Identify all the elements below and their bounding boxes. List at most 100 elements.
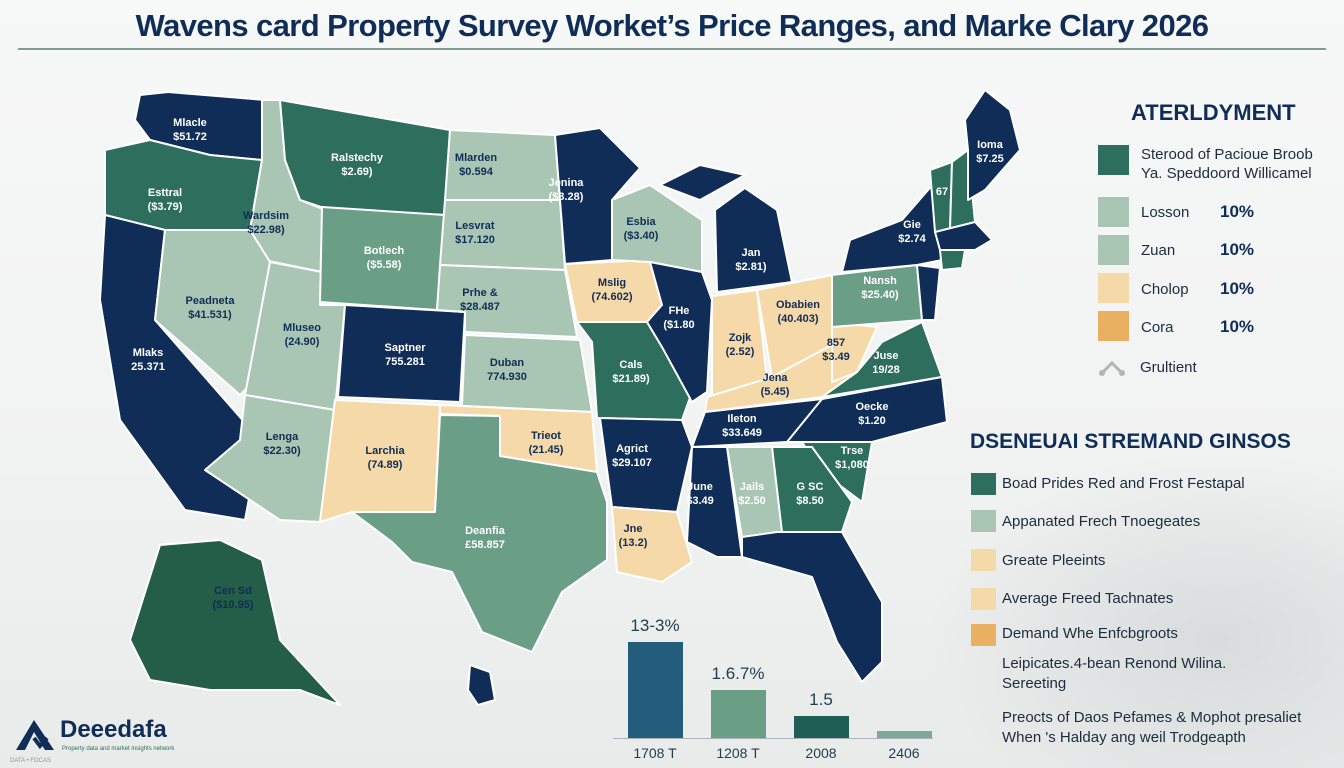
state-name: Trse	[840, 445, 864, 457]
state-name: FHe	[668, 305, 690, 317]
gradient-label: Grultient	[1140, 359, 1197, 376]
state-value: (40.403)	[777, 313, 819, 325]
state-value: $22.98)	[247, 224, 285, 236]
section-swatch	[971, 549, 996, 571]
state-il[interactable]	[646, 261, 713, 403]
state-value: (13.2)	[618, 537, 648, 549]
state-value: $3.49	[822, 351, 850, 363]
state-name: Mlaks	[132, 347, 164, 359]
state-ne[interactable]	[436, 264, 578, 338]
state-value: ($1.80	[663, 319, 695, 331]
label-ne: Prhe & $28.487	[460, 286, 500, 314]
state-value: (24.90)	[284, 336, 320, 348]
state-tn[interactable]	[691, 398, 823, 448]
state-tx[interactable]	[351, 414, 608, 653]
state-value: $33.649	[722, 427, 762, 439]
state-value: $2.74	[898, 233, 926, 245]
bar-data-label: 13-3%	[630, 616, 680, 635]
page-title: Wavens card Property Survey Worket’s Pri…	[135, 8, 1209, 43]
state-name: Peadneta	[185, 295, 235, 307]
section-swatch	[971, 510, 996, 532]
state-mi-up[interactable]	[659, 164, 746, 201]
bar	[793, 716, 849, 738]
legend-pct: 10%	[1220, 317, 1255, 336]
state-name: Prhe &	[462, 287, 498, 299]
state-ny[interactable]	[841, 181, 943, 273]
state-ma[interactable]	[934, 221, 993, 251]
state-value: $2.81)	[735, 261, 767, 273]
legend-swatch	[1098, 311, 1129, 341]
label-az: Lenga $22.30)	[263, 430, 300, 458]
legend-pct: 10%	[1220, 240, 1255, 259]
legend-swatch	[1098, 235, 1129, 265]
section-title: DSENEUAI STREMAND GINSOS	[970, 430, 1291, 453]
section-item: Greate Pleeints	[1002, 552, 1106, 569]
state-name: Cals	[619, 359, 643, 371]
label-il: FHe ($1.80	[663, 304, 694, 332]
state-name: Oecke	[855, 401, 889, 413]
label-mt: Ralstechy $2.69)	[331, 151, 383, 179]
state-ks[interactable]	[461, 334, 593, 413]
state-nj[interactable]	[916, 264, 941, 321]
label-mo: Cals $21.89)	[612, 358, 649, 386]
state-value: ($3.40)	[623, 230, 659, 242]
label-pa: Nansh $25.40)	[861, 274, 898, 302]
state-name: Esttral	[147, 187, 183, 199]
state-name: Jena	[762, 372, 788, 384]
bar-data-label: 1.6.7%	[711, 663, 765, 683]
state-name: Lenga	[265, 431, 299, 443]
state-value: 25.371	[131, 361, 165, 373]
state-value: $1,080	[835, 459, 869, 471]
state-value: $17.120	[455, 234, 495, 246]
state-name: Mluseo	[283, 322, 321, 334]
logo-subtitle: DATA • FOCAS	[10, 758, 51, 764]
state-value: (74.89)	[367, 459, 403, 471]
state-value: ($10.95)	[212, 599, 254, 611]
label-ky: Jena (5.45)	[761, 371, 790, 399]
state-name: Larchia	[365, 445, 405, 457]
state-la[interactable]	[611, 506, 693, 583]
state-value: $28.487	[460, 301, 500, 313]
state-value: (2.52)	[725, 346, 755, 358]
state-ar[interactable]	[599, 417, 693, 513]
label-ga: G SC $8.50	[796, 480, 824, 508]
bar-category-label: 1208 T	[716, 745, 760, 761]
state-value: $8.50	[796, 495, 824, 507]
state-ms[interactable]	[686, 446, 743, 558]
section-item: Demand Whe Enfcbgroots	[1002, 625, 1178, 642]
legend-label: Sterood of Pacioue Broob Ya. Speddoord W…	[1141, 146, 1313, 182]
state-co[interactable]	[337, 304, 466, 403]
state-hi[interactable]	[467, 664, 496, 706]
label-ia: Mslig (74.602)	[592, 276, 633, 304]
state-name: Deanfia	[465, 525, 505, 537]
state-ct[interactable]	[939, 249, 966, 271]
label-mi: Jan $2.81)	[735, 246, 766, 274]
state-mi[interactable]	[714, 187, 793, 293]
state-ak[interactable]	[129, 539, 341, 706]
state-value: 774.930	[487, 371, 527, 383]
legend-swatch	[1098, 197, 1129, 227]
state-name: Cen Sd	[214, 585, 252, 597]
section-swatch	[971, 588, 996, 610]
state-fl[interactable]	[741, 531, 883, 683]
label-wa: Mlacle $51.72	[173, 116, 207, 144]
label-ca: Mlaks 25.371	[131, 346, 165, 374]
legend-swatch	[1098, 145, 1129, 175]
state-value: 19/28	[872, 364, 900, 376]
state-value: ($5.58)	[366, 259, 402, 271]
state-name: June	[687, 481, 713, 493]
state-name: Obabien	[775, 299, 821, 311]
state-name: Juse	[873, 350, 899, 362]
legend-label: Cora	[1141, 319, 1174, 336]
section-note: Preocts of Daos Pefames & Mophot presali…	[1002, 709, 1302, 746]
section-swatch	[971, 473, 996, 495]
state-me[interactable]	[964, 89, 1021, 201]
legend-pct: 10%	[1220, 279, 1255, 298]
bar-category-label: 1708 T	[633, 745, 677, 761]
label-al: Jails $2.50	[738, 480, 766, 508]
legend-pct: 10%	[1220, 202, 1255, 221]
label-id: Wardsim $22.98)	[243, 209, 289, 237]
state-value: £58.857	[465, 539, 505, 551]
state-value: $51.72	[173, 131, 207, 143]
label-nd: Mlarden $0.594	[455, 151, 497, 179]
